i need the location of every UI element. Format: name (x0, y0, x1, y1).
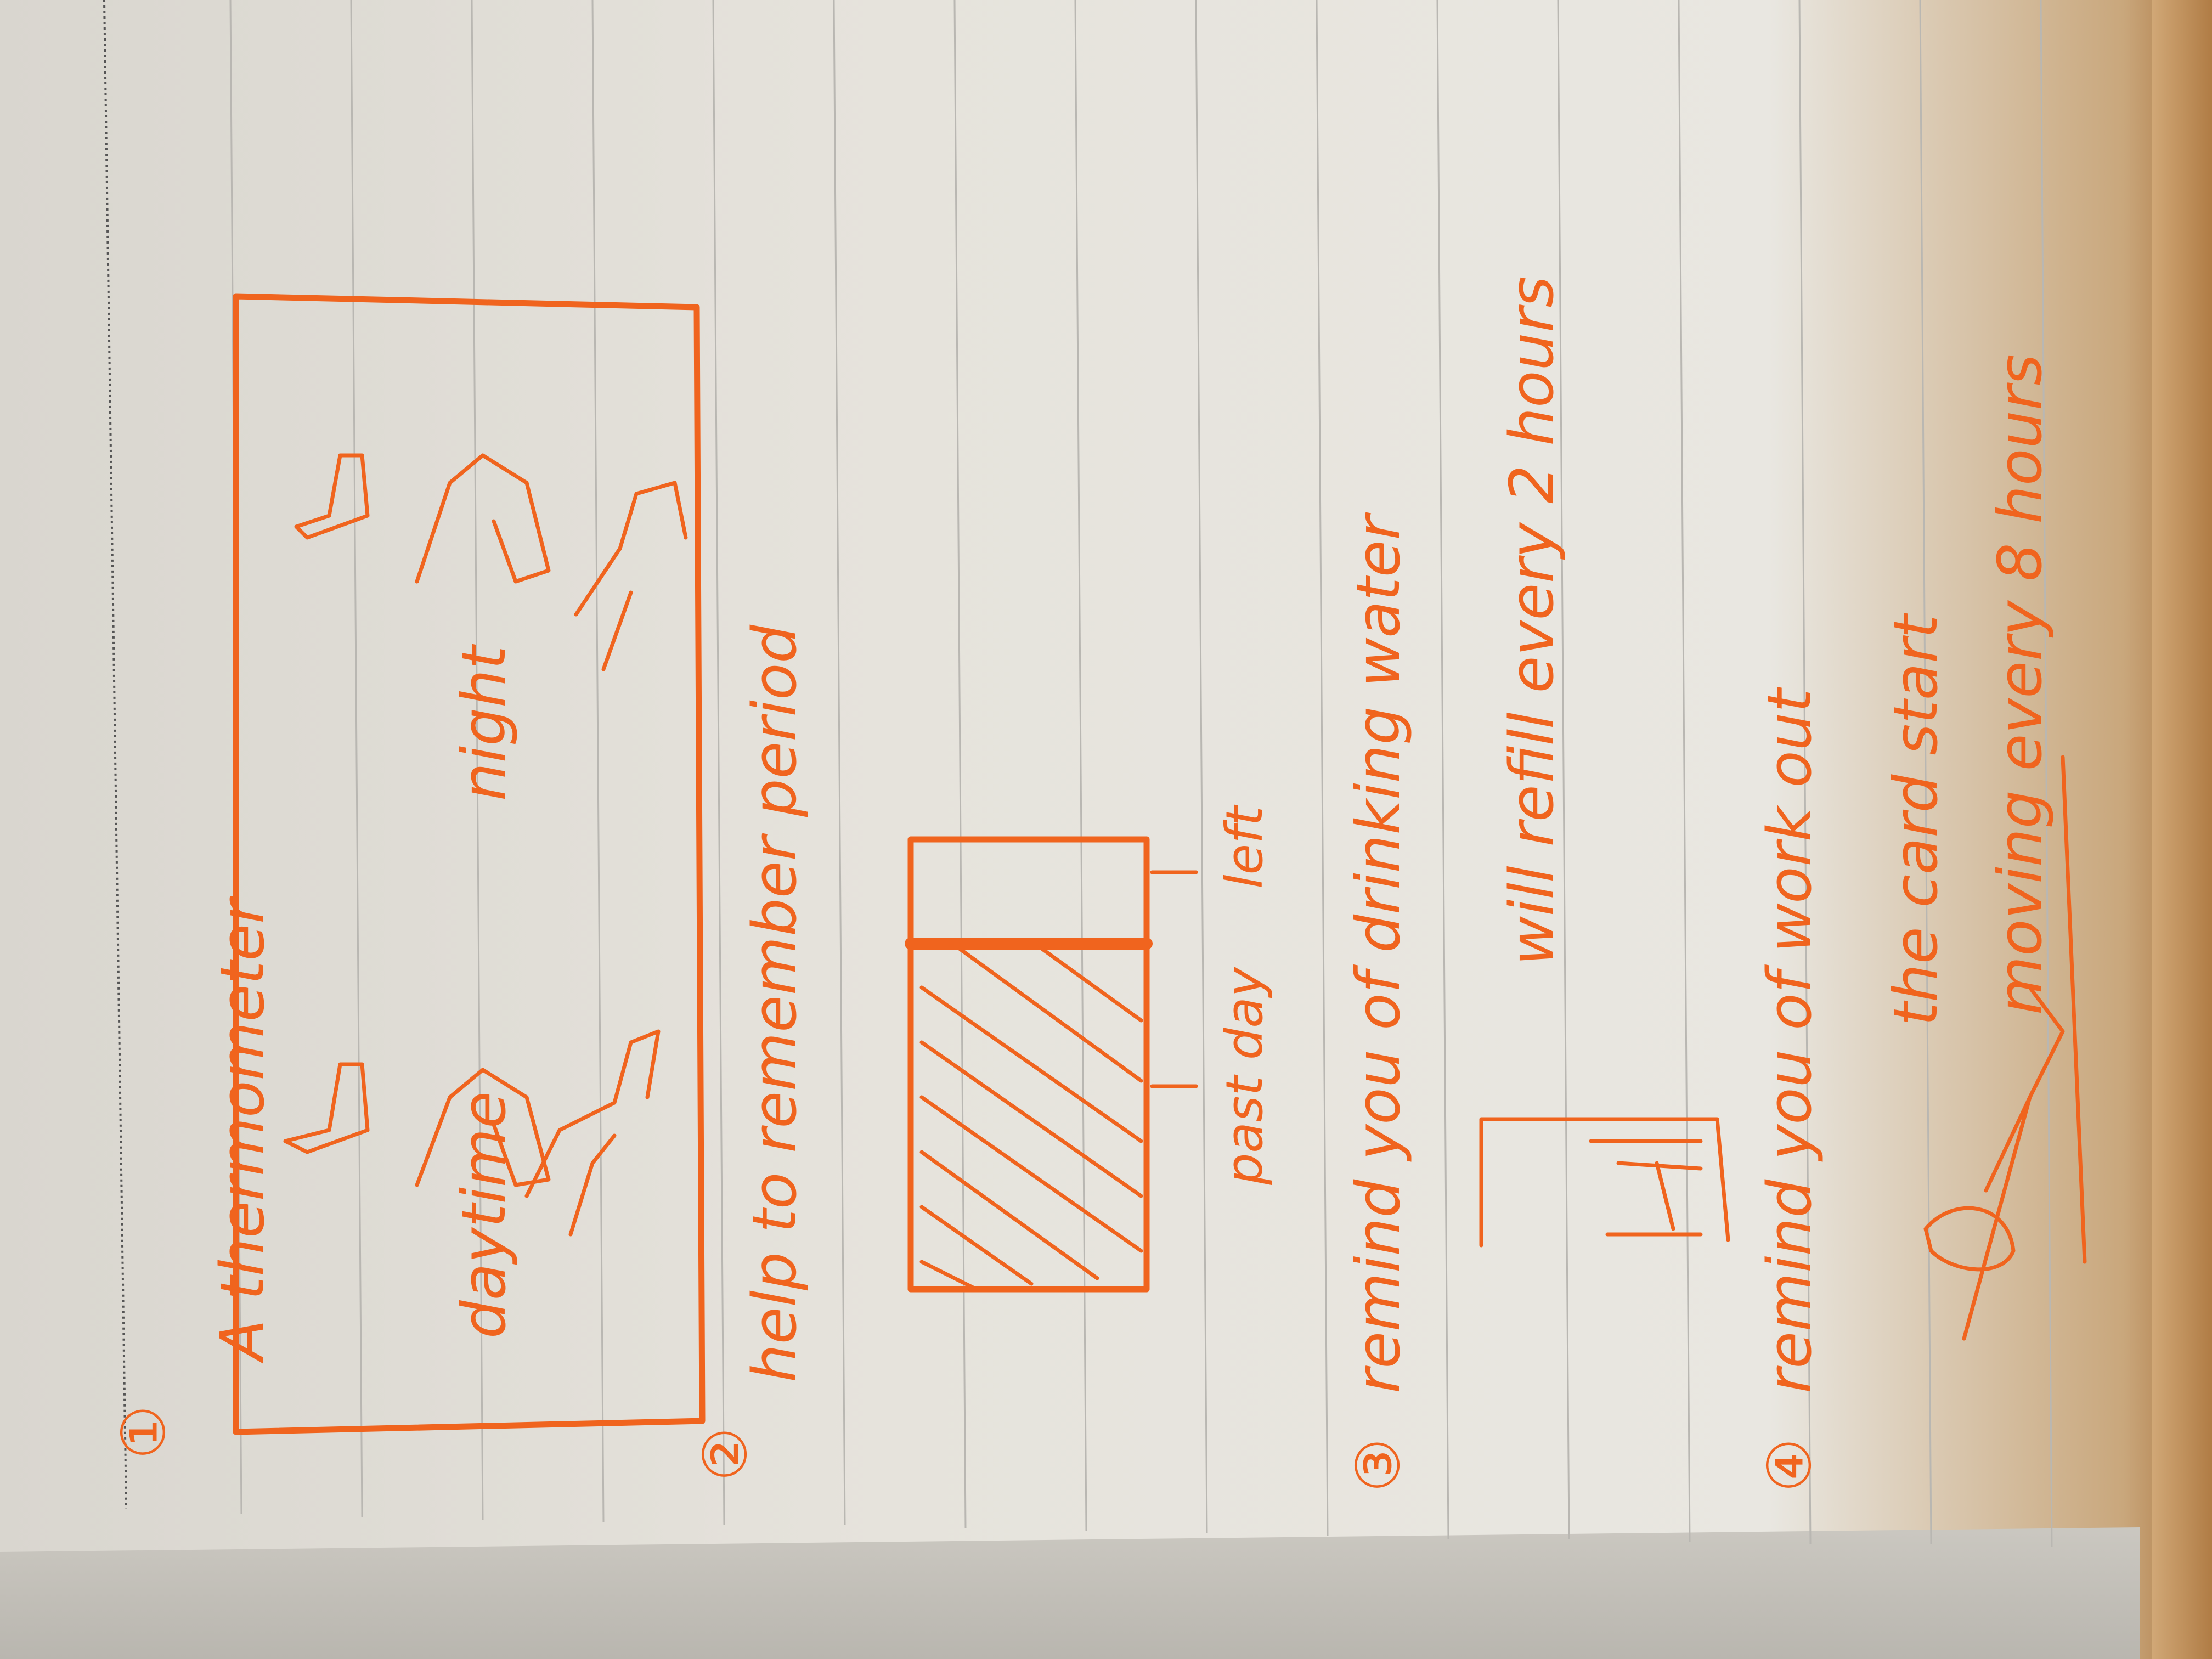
daytime-label-group: daytime (449, 1091, 519, 1339)
thermometer-box (233, 293, 706, 1435)
item2-marker: ② (690, 1427, 760, 1481)
past-day-label: past day (1215, 966, 1274, 1186)
left-label-group: left (1215, 804, 1274, 889)
night-label: night (449, 644, 519, 801)
water-cup-sketch (1479, 1117, 1730, 1248)
item1-line: ① A thermometer (109, 896, 278, 1459)
daytime-label: daytime (449, 1091, 519, 1339)
refill-group: will refill every 2 hours (1497, 276, 1567, 966)
item2-line: ② help to remember period (690, 624, 810, 1481)
item1-marker: ① (109, 1405, 179, 1459)
water-text: remind you of drinking water (1343, 512, 1413, 1393)
left-label: left (1215, 804, 1274, 889)
item4-marker: ④ (1754, 1438, 1825, 1492)
period-text: help to remember period (740, 624, 810, 1383)
ruled-lines (103, 0, 2053, 1548)
workout-text-3: moving every 8 hours (1985, 354, 2055, 1015)
item3-line: ③ remind you of drinking water (1343, 512, 1413, 1492)
exercise-figure-sketch (1923, 755, 2087, 1341)
item4-line: ④ remind you of work out (1754, 687, 1825, 1492)
item3-marker: ③ (1343, 1438, 1413, 1492)
thermometer-title: A thermometer (207, 896, 278, 1364)
notebook-next-page (0, 1527, 2140, 1659)
past-day-group: past day (1215, 966, 1274, 1186)
night-clothes-sketch (294, 453, 688, 672)
workout-line-3: moving every 8 hours (1985, 354, 2055, 1015)
wooden-table (2152, 0, 2212, 1659)
workout-line-2: the card start (1881, 613, 1951, 1026)
workout-text-2: the card start (1881, 613, 1951, 1026)
refill-text: will refill every 2 hours (1497, 276, 1567, 966)
daytime-clothes-sketch (283, 1029, 661, 1237)
workout-text-1: remind you of work out (1754, 687, 1825, 1393)
period-progress-sketch (905, 836, 1198, 1293)
night-label-group: night (449, 644, 519, 801)
